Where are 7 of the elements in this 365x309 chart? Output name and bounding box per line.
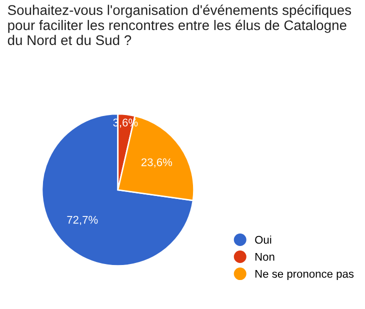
chart-title: Souhaitez-vous l'organisation d'événements spécifiques pour faciliter les rencontres entre les élus de Catalogne du Nord et du Sud ? [8,4,352,46]
legend-label: Non [255,253,274,261]
pie-slice [41,113,194,266]
data-label: 72,7% [67,216,98,226]
legend-label: Ne se prononce pas [255,270,354,280]
legend-label: Oui [255,236,272,244]
data-label: 23,6% [141,158,172,168]
